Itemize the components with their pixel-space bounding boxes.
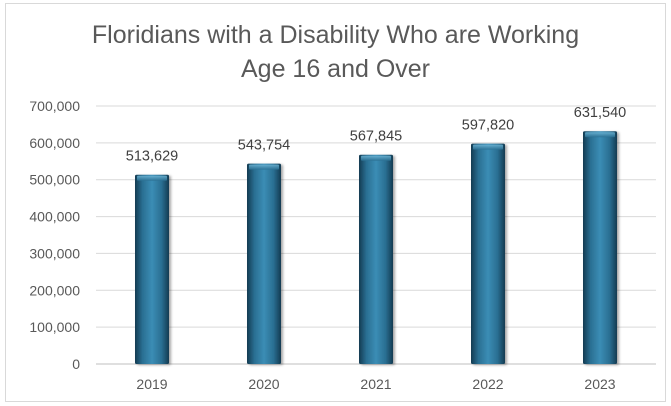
x-tick-label-2019: 2019: [136, 376, 167, 392]
y-tick-label: 300,000: [29, 245, 80, 261]
bar-highlight: [361, 155, 391, 161]
bar-highlight: [137, 175, 167, 181]
data-label-2020: 543,754: [238, 138, 290, 154]
y-tick-label: 200,000: [29, 282, 80, 298]
bar-2019: [135, 174, 169, 364]
chart-frame: [5, 3, 666, 402]
chart-title-line-2: Age 16 and Over: [240, 55, 430, 83]
data-label-2023: 631,540: [574, 105, 626, 121]
bar-2022: [471, 143, 505, 364]
x-tick-label-2023: 2023: [584, 376, 615, 392]
x-tick-label-2022: 2022: [472, 376, 503, 392]
x-axis-tick-labels: 2019 2020 2021 2022 2023: [136, 376, 615, 392]
data-label-2022: 597,820: [462, 118, 514, 134]
bar-2021: [359, 154, 393, 364]
bars: [135, 131, 617, 364]
y-tick-label: 700,000: [29, 98, 80, 114]
data-label-2021: 567,845: [350, 129, 402, 145]
y-tick-label: 500,000: [29, 172, 80, 188]
y-tick-label: 0: [72, 356, 80, 372]
chart-title: Floridians with a Disability Who are Wor…: [0, 18, 671, 86]
bar-highlight: [585, 132, 615, 138]
y-tick-label: 600,000: [29, 135, 80, 151]
data-label-2019: 513,629: [126, 149, 178, 165]
data-labels: 513,629 543,754 567,845 597,820 631,540: [126, 105, 626, 164]
y-tick-label: 400,000: [29, 209, 80, 225]
chart-title-line-1: Floridians with a Disability Who are Wor…: [91, 21, 580, 49]
bar-highlight: [473, 144, 503, 150]
bar-2020: [247, 163, 281, 364]
y-axis-tick-labels: 0 100,000 200,000 300,000 400,000 500,000 600,…: [29, 98, 80, 372]
x-tick-label-2021: 2021: [360, 376, 391, 392]
y-tick-label: 100,000: [29, 319, 80, 335]
x-tick-label-2020: 2020: [248, 376, 279, 392]
bar-2023: [583, 131, 617, 364]
bar-highlight: [249, 164, 279, 170]
